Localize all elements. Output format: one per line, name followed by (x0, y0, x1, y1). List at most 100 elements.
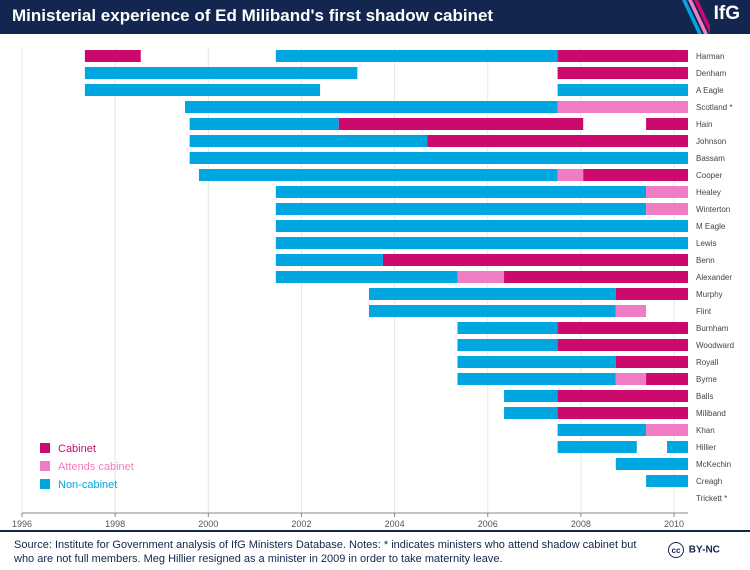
bar-segment-cabinet (615, 356, 688, 368)
tick-label: 2002 (291, 519, 311, 529)
legend-label-attends: Attends cabinet (58, 461, 134, 473)
bar-segment-noncabinet (368, 305, 616, 317)
tick-label: 2010 (664, 519, 684, 529)
row-labels: Harman Denham A Eagle Scotland * Hain Johnson… (696, 52, 734, 503)
row-label: Hain (696, 120, 712, 129)
row-label: Johnson (696, 137, 726, 146)
timeline-chart: Harman Denham A Eagle Scotland * Hain Johnson… (12, 48, 734, 529)
row-label: Byrne (696, 375, 717, 384)
bar-segment-cabinet (557, 390, 688, 402)
legend-swatch-noncabinet (40, 479, 50, 489)
bar-segment-attends (615, 373, 647, 385)
bar-segment-cabinet (338, 118, 584, 130)
bar-segment-noncabinet (368, 288, 616, 300)
row-label: Benn (696, 256, 715, 265)
bar-segment-noncabinet (275, 186, 647, 198)
row-label: Hillier (696, 443, 716, 452)
license-text: BY-NC (688, 544, 720, 556)
bar-segment-cabinet (557, 407, 688, 419)
legend-label-cabinet: Cabinet (58, 443, 96, 455)
tick-label: 2000 (198, 519, 218, 529)
row-label: Royall (696, 358, 718, 367)
row-label: Khan (696, 426, 715, 435)
bar-segment-noncabinet (84, 84, 321, 96)
x-axis-ticks: 1996 1998 2000 2002 2004 2006 2008 2010 (12, 513, 684, 529)
bar-segment-cabinet (427, 135, 688, 147)
row-label: M Eagle (696, 222, 726, 231)
row-label: Burnham (696, 324, 729, 333)
bar-segment-attends (557, 169, 584, 181)
source-note: Source: Institute for Government analysi… (14, 539, 637, 565)
row-label: Lewis (696, 239, 716, 248)
bar-segment-cabinet (646, 118, 688, 130)
license-badge: cc BY-NC (668, 542, 720, 558)
row-label: Denham (696, 69, 727, 78)
bar-segment-noncabinet (198, 169, 558, 181)
bar-segment-noncabinet (667, 441, 688, 453)
tick-label: 1998 (105, 519, 125, 529)
row-label: Murphy (696, 290, 723, 299)
bar-segment-cabinet (557, 67, 688, 79)
bar-segment-noncabinet (457, 339, 558, 351)
legend: Cabinet Attends cabinet Non-cabinet (40, 443, 134, 491)
bar-segment-noncabinet (275, 50, 558, 62)
row-label: Creagh (696, 477, 722, 486)
bar-segment-cabinet (504, 271, 688, 283)
logo-stripes-icon (682, 0, 710, 34)
bar-segment-cabinet (84, 50, 141, 62)
tick-label: 2006 (478, 519, 498, 529)
bar-segment-cabinet (557, 339, 688, 351)
tick-label: 2008 (571, 519, 591, 529)
bar-segment-noncabinet (557, 84, 688, 96)
bar-segment-noncabinet (275, 203, 647, 215)
footer: Source: Institute for Government analysi… (0, 530, 750, 570)
bar-segment-noncabinet (457, 356, 616, 368)
bar-segment-cabinet (557, 322, 688, 334)
chart-title: Ministerial experience of Ed Miliband's … (12, 6, 494, 25)
bar-segment-noncabinet (185, 101, 558, 113)
legend-swatch-attends (40, 461, 50, 471)
bar-segment-noncabinet (84, 67, 358, 79)
bars (84, 50, 688, 487)
bar-segment-noncabinet (557, 441, 637, 453)
row-label: A Eagle (696, 86, 724, 95)
row-label: Bassam (696, 154, 725, 163)
tick-label: 1996 (12, 519, 32, 529)
bar-segment-attends (557, 101, 688, 113)
bar-segment-noncabinet (189, 152, 688, 164)
bar-segment-noncabinet (457, 373, 616, 385)
bar-segment-cabinet (382, 254, 688, 266)
bar-segment-noncabinet (504, 390, 558, 402)
bar-segment-attends (646, 424, 688, 436)
header-bar: Ministerial experience of Ed Miliband's … (0, 0, 750, 34)
bar-segment-cabinet (557, 50, 688, 62)
row-label: Alexander (696, 273, 732, 282)
tick-label: 2004 (385, 519, 405, 529)
bar-segment-noncabinet (615, 458, 688, 470)
bar-segment-attends (646, 186, 688, 198)
row-label: Harman (696, 52, 724, 61)
legend-label-noncabinet: Non-cabinet (58, 479, 117, 491)
legend-swatch-cabinet (40, 443, 50, 453)
bar-segment-cabinet (615, 288, 688, 300)
row-label: Scotland * (696, 103, 732, 112)
bar-segment-attends (615, 305, 647, 317)
row-label: Winterton (696, 205, 730, 214)
bar-segment-noncabinet (275, 271, 458, 283)
row-label: Miliband (696, 409, 726, 418)
bar-segment-cabinet (646, 373, 688, 385)
bar-segment-noncabinet (189, 135, 428, 147)
bar-segment-noncabinet (504, 407, 558, 419)
row-label: Healey (696, 188, 721, 197)
bar-segment-noncabinet (457, 322, 558, 334)
row-label: Balls (696, 392, 713, 401)
bar-segment-noncabinet (275, 254, 383, 266)
bar-segment-attends (646, 203, 688, 215)
bar-segment-noncabinet (646, 475, 688, 487)
bar-segment-noncabinet (275, 237, 688, 249)
bar-segment-noncabinet (275, 220, 688, 232)
row-label: McKechin (696, 460, 731, 469)
ifg-logo: IfG (713, 3, 740, 24)
bar-segment-cabinet (583, 169, 688, 181)
row-label: Flint (696, 307, 712, 316)
